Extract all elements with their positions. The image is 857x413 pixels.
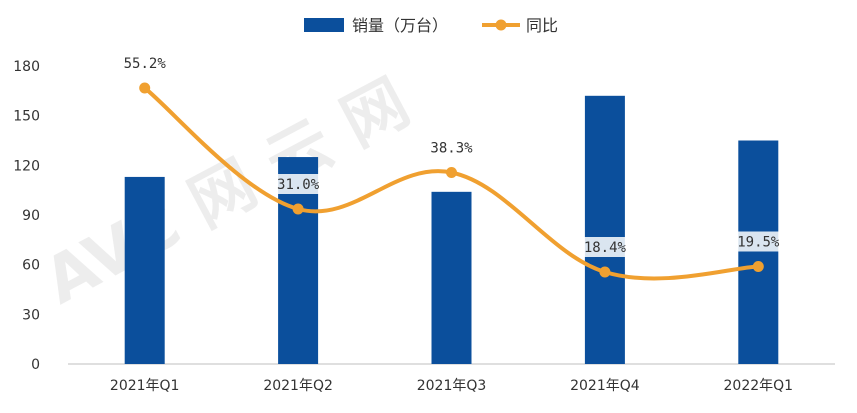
bar-layer xyxy=(124,95,779,365)
legend: 销量（万台） 同比 xyxy=(304,16,558,35)
yoy-point xyxy=(599,266,611,278)
axis-layer: 0 30 60 90 120 150 180 2021年Q1 2021年Q2 2021年Q3 202… xyxy=(13,59,835,394)
y-tick-label: 150 xyxy=(13,109,40,125)
bar xyxy=(584,95,625,365)
data-label-bg xyxy=(424,137,479,158)
x-tick-label: 2021年Q4 xyxy=(570,378,640,394)
yoy-point xyxy=(446,167,457,178)
data-label: 19.5% xyxy=(737,235,780,251)
data-label: 38.3% xyxy=(430,141,473,157)
yoy-point xyxy=(752,261,764,272)
y-tick-label: 30 xyxy=(22,307,40,323)
watermark: AVC 网 云 网 xyxy=(33,66,421,319)
watermark-text: AVC 网 云 网 xyxy=(33,66,421,319)
x-tick-label: 2021年Q2 xyxy=(263,378,333,394)
data-label-bg xyxy=(117,53,172,73)
x-tick-label: 2022年Q1 xyxy=(724,378,794,394)
bar xyxy=(124,176,165,364)
x-tick-label: 2021年Q3 xyxy=(417,378,487,394)
legend-bar-label: 销量（万台） xyxy=(352,16,448,35)
data-label-bg xyxy=(271,174,326,194)
y-tick-label: 0 xyxy=(31,357,40,373)
y-tick-label: 180 xyxy=(13,59,40,75)
legend-line-marker xyxy=(495,19,507,31)
data-label: 55.2% xyxy=(124,56,167,72)
data-label-bg xyxy=(731,231,786,252)
label-layer: 55.2% 31.0% 38.3% 18.4% 19.5% xyxy=(117,53,786,257)
y-tick-label: 120 xyxy=(13,158,40,174)
bar xyxy=(431,191,472,364)
data-label-bg xyxy=(577,237,632,257)
y-tick-label: 90 xyxy=(22,208,40,224)
yoy-point xyxy=(139,82,151,94)
legend-line-label: 同比 xyxy=(526,16,558,35)
data-label: 18.4% xyxy=(584,240,627,256)
line-layer xyxy=(139,82,764,281)
x-tick-label: 2021年Q1 xyxy=(110,378,180,394)
data-label: 31.0% xyxy=(277,177,320,193)
yoy-point xyxy=(292,203,304,215)
bar xyxy=(738,140,779,364)
y-tick-label: 60 xyxy=(22,258,40,274)
legend-bar-swatch xyxy=(304,18,344,32)
